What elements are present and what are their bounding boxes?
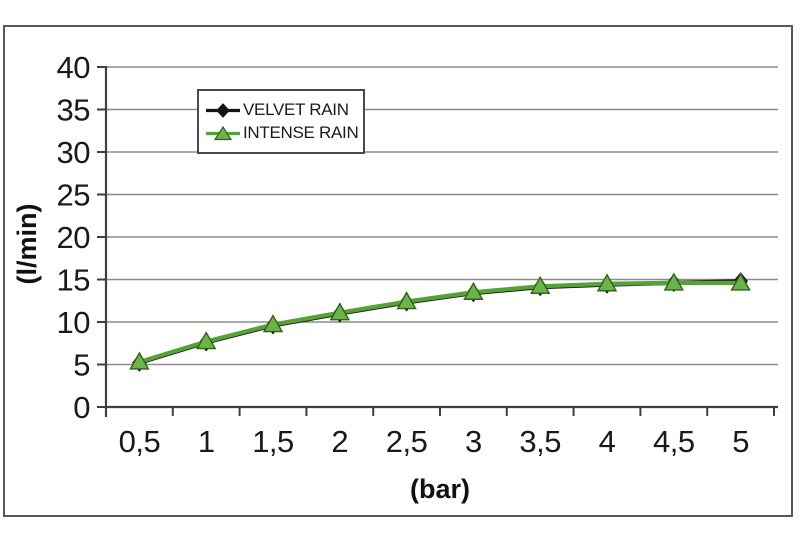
y-tick-label: 25 bbox=[57, 178, 90, 213]
marker-triangle-up-intense-rain bbox=[129, 351, 150, 370]
marker-triangle-up-intense-rain bbox=[596, 273, 618, 292]
marker-triangle-up-intense-rain bbox=[663, 272, 684, 291]
marker-triangle-up-intense-rain bbox=[730, 272, 751, 291]
y-axis-title: (l/min) bbox=[12, 203, 42, 285]
x-tick-label: 5 bbox=[732, 424, 749, 459]
x-tick-label: 1,5 bbox=[252, 424, 294, 459]
legend-label-velvet-rain: VELVET RAIN bbox=[243, 100, 349, 119]
marker-triangle-up-intense-rain bbox=[530, 275, 551, 294]
marker-triangle-up-intense-rain bbox=[463, 281, 484, 300]
y-tick-label: 5 bbox=[73, 348, 90, 383]
x-tick-label: 3 bbox=[465, 424, 482, 459]
marker-triangle-up-intense-rain bbox=[329, 302, 350, 321]
series-line-intense-rain bbox=[137, 280, 743, 365]
x-tick-label: 4,5 bbox=[653, 424, 695, 459]
y-tick-label: 0 bbox=[73, 390, 90, 425]
chart-plot: 0 5 10 15 20 25 30 35 40 0,5 1 1,5 2 2,5 3 3,5 4 4,5 5 bbox=[57, 50, 778, 459]
x-tick-label: 0,5 bbox=[119, 424, 161, 459]
y-tick-label: 20 bbox=[57, 220, 91, 255]
diamond-marker-icon bbox=[206, 102, 240, 118]
legend: VELVET RAIN INTENSE RAIN bbox=[197, 89, 365, 154]
y-tick-label: 15 bbox=[57, 263, 90, 298]
x-tick-label: 2,5 bbox=[386, 424, 428, 459]
y-tick-label: 40 bbox=[57, 50, 91, 85]
chart-frame: 0 5 10 15 20 25 30 35 40 0,5 1 1,5 2 2,5 3 3,5 4 4,5 5 (l/… bbox=[3, 25, 793, 517]
legend-label-intense-rain: INTENSE RAIN bbox=[243, 123, 359, 142]
y-tick-label: 35 bbox=[57, 93, 90, 128]
x-axis-title: (bar) bbox=[410, 474, 470, 504]
marker-triangle-up-intense-rain bbox=[196, 331, 217, 350]
marker-triangle-up-intense-rain bbox=[396, 291, 417, 310]
x-tick-label: 3,5 bbox=[519, 424, 561, 459]
x-tick-label: 4 bbox=[599, 424, 616, 459]
x-tick-label: 2 bbox=[331, 424, 348, 459]
marker-triangle-up-intense-rain bbox=[262, 314, 284, 333]
triangle-up-marker-icon bbox=[206, 125, 240, 140]
y-tick-label: 10 bbox=[57, 305, 91, 340]
y-tick-label: 30 bbox=[57, 135, 91, 170]
x-tick-label: 1 bbox=[198, 424, 215, 459]
legend-item-intense-rain: INTENSE RAIN bbox=[205, 123, 359, 143]
legend-item-velvet-rain: VELVET RAIN bbox=[205, 100, 357, 120]
